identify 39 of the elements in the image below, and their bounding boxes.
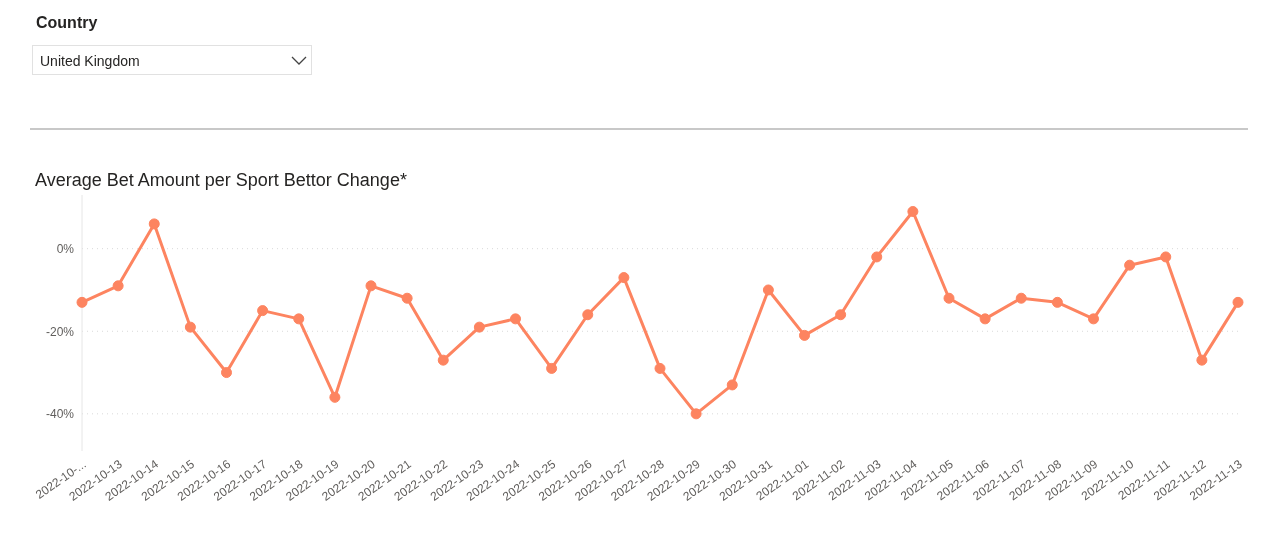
point xyxy=(799,329,810,341)
dropdown-field: United Kingdom xyxy=(32,45,312,75)
point xyxy=(184,321,196,333)
point xyxy=(582,309,594,321)
point xyxy=(979,313,991,325)
point xyxy=(546,362,558,374)
point xyxy=(473,321,485,333)
point xyxy=(690,408,702,420)
point xyxy=(1088,313,1099,325)
chart-title: Average Bet Amount per Sport Bettor Change* xyxy=(35,170,407,191)
point xyxy=(835,309,847,321)
point xyxy=(437,354,449,366)
point xyxy=(907,206,919,218)
point xyxy=(257,305,269,317)
point xyxy=(1232,296,1244,308)
point xyxy=(112,280,124,292)
point xyxy=(1196,354,1208,366)
point xyxy=(510,313,521,325)
point xyxy=(401,292,413,304)
point xyxy=(1015,292,1027,304)
point xyxy=(762,284,774,296)
point xyxy=(726,379,738,391)
point xyxy=(1051,296,1063,308)
y-tick-label: -20% xyxy=(45,324,75,339)
point xyxy=(221,367,232,379)
point xyxy=(618,272,630,284)
point xyxy=(76,296,88,308)
point xyxy=(871,251,883,263)
point xyxy=(293,313,305,325)
point xyxy=(365,280,377,292)
point xyxy=(329,391,341,403)
y-tick-label: -40% xyxy=(45,407,75,422)
point xyxy=(1160,251,1172,263)
point xyxy=(943,292,955,304)
point xyxy=(1124,259,1136,271)
point xyxy=(148,218,160,230)
point xyxy=(654,362,666,374)
y-tick-label: 0% xyxy=(56,241,75,256)
text: Country xyxy=(36,14,98,32)
